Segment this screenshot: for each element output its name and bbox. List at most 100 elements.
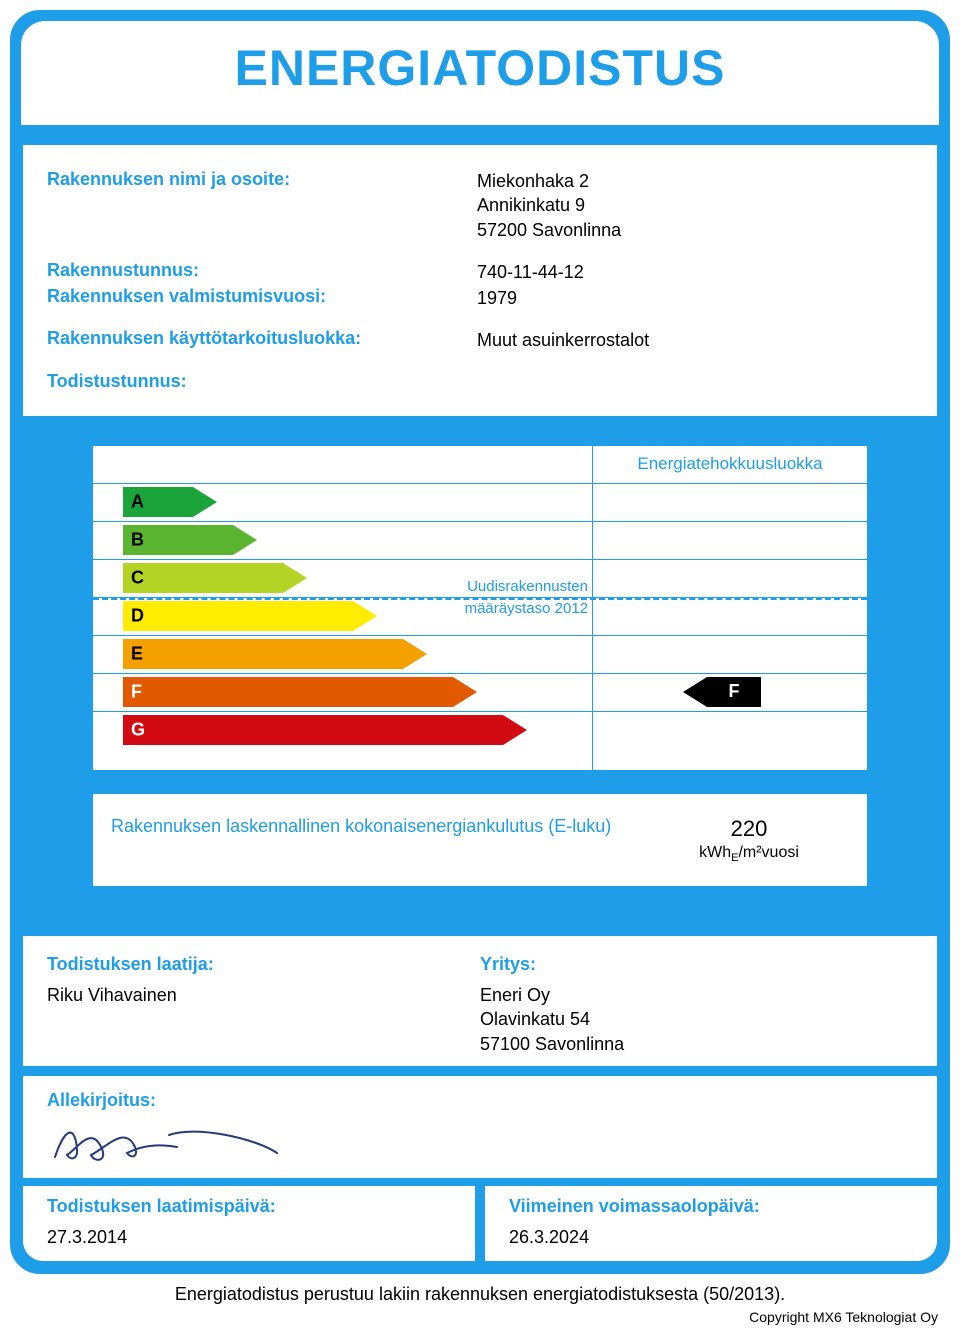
arrow-body xyxy=(123,677,453,707)
company-street: Olavinkatu 54 xyxy=(480,1007,913,1031)
info-group-address: Rakennuksen nimi ja osoite: Miekonhaka 2… xyxy=(47,169,913,242)
label-signature: Allekirjoitus: xyxy=(47,1090,913,1111)
energy-class-chart: Energiatehokkuusluokka AB CUudisrakennust… xyxy=(93,446,867,770)
chart-footer-right xyxy=(593,750,867,770)
energy-bar-f: F xyxy=(123,677,477,707)
chart-cell-left: A xyxy=(93,484,593,521)
arrow-head-icon xyxy=(233,525,257,555)
chart-footer-left xyxy=(93,750,593,770)
company-city: 57100 Savonlinna xyxy=(480,1032,913,1056)
label-year: Rakennuksen valmistumisvuosi: xyxy=(47,286,477,310)
arrow-head-icon xyxy=(453,677,477,707)
label-usage: Rakennuksen käyttötarkoitusluokka: xyxy=(47,328,477,352)
building-street: Annikinkatu 9 xyxy=(477,193,621,217)
label-cert-id: Todistustunnus: xyxy=(47,371,477,392)
e-value-unit: kWhE/m²vuosi xyxy=(649,844,849,864)
title-block: ENERGIATODISTUS xyxy=(21,21,939,125)
chart-cell-right xyxy=(593,522,867,559)
chart-cell-left: B xyxy=(93,522,593,559)
chart-area: Energiatehokkuusluokka AB CUudisrakennust… xyxy=(15,416,945,916)
chart-cell-left: E xyxy=(93,636,593,673)
chart-cell-left: Dmääräystaso 2012 xyxy=(93,598,593,635)
signature-box: Allekirjoitus: xyxy=(23,1076,937,1178)
arrow-head-icon xyxy=(503,715,527,745)
value-usage: Muut asuinkerrostalot xyxy=(477,328,649,352)
valid-date: 26.3.2024 xyxy=(509,1225,913,1249)
chart-footer-row xyxy=(93,750,867,770)
e-value-box: Rakennuksen laskennallinen kokonaisenerg… xyxy=(93,794,867,886)
company-block: Eneri Oy Olavinkatu 54 57100 Savonlinna xyxy=(480,983,913,1056)
label-created-date: Todistuksen laatimispäivä: xyxy=(47,1196,451,1217)
value-year: 1979 xyxy=(477,286,517,310)
date-box-created: Todistuksen laatimispäivä: 27.3.2014 xyxy=(23,1186,475,1261)
chart-row-c: CUudisrakennusten xyxy=(93,560,867,598)
energy-bar-a: A xyxy=(123,487,217,517)
unit-prefix: kWh xyxy=(699,844,731,861)
arrow-head-icon xyxy=(403,639,427,669)
dates-row: Todistuksen laatimispäivä: 27.3.2014 Vii… xyxy=(23,1186,937,1261)
building-info-box: Rakennuksen nimi ja osoite: Miekonhaka 2… xyxy=(23,145,937,416)
energy-class-label: E xyxy=(131,643,143,664)
chart-row-e: E xyxy=(93,636,867,674)
chart-cell-left: G xyxy=(93,712,593,750)
copyright-text: Copyright MX6 Teknologiat Oy xyxy=(10,1309,950,1325)
energy-bar-g: G xyxy=(123,715,527,745)
issuer-company-col: Yritys: Eneri Oy Olavinkatu 54 57100 Sav… xyxy=(480,954,913,1056)
unit-suffix: /m²vuosi xyxy=(738,844,798,861)
arrow-head-icon xyxy=(283,563,307,593)
chart-header-left xyxy=(93,446,593,483)
energy-bar-c: C xyxy=(123,563,307,593)
created-date: 27.3.2014 xyxy=(47,1225,451,1249)
building-name: Miekonhaka 2 xyxy=(477,169,621,193)
date-box-valid: Viimeinen voimassaolopäivä: 26.3.2024 xyxy=(485,1186,937,1261)
energy-class-label: D xyxy=(131,605,144,626)
e-value-label: Rakennuksen laskennallinen kokonaisenerg… xyxy=(111,816,649,864)
info-group-usage: Rakennuksen käyttötarkoitusluokka: Muut … xyxy=(47,328,913,352)
chart-cell-right xyxy=(593,598,867,635)
certificate-frame: ENERGIATODISTUS Rakennuksen nimi ja osoi… xyxy=(10,10,950,1274)
value-address: Miekonhaka 2 Annikinkatu 9 57200 Savonli… xyxy=(477,169,621,242)
chart-row-g: G xyxy=(93,712,867,750)
energy-class-label: A xyxy=(131,491,144,512)
pointer-head-icon xyxy=(683,677,707,707)
chart-cell-left: CUudisrakennusten xyxy=(93,560,593,597)
label-author: Todistuksen laatija: xyxy=(47,954,480,975)
footer-note: Energiatodistus perustuu lakiin rakennuk… xyxy=(10,1284,950,1305)
arrow-head-icon xyxy=(193,487,217,517)
chart-row-a: A xyxy=(93,484,867,522)
chart-cell-right xyxy=(593,484,867,521)
arrow-body xyxy=(123,601,353,631)
chart-cell-right: F xyxy=(593,674,867,711)
energy-bar-d: D xyxy=(123,601,377,631)
chart-row-b: B xyxy=(93,522,867,560)
chart-row-f: FF xyxy=(93,674,867,712)
company-name: Eneri Oy xyxy=(480,983,913,1007)
label-building-id: Rakennustunnus: xyxy=(47,260,477,284)
chart-cell-right xyxy=(593,560,867,597)
arrow-body xyxy=(123,639,403,669)
document-title: ENERGIATODISTUS xyxy=(21,39,939,97)
label-valid-date: Viimeinen voimassaolopäivä: xyxy=(509,1196,913,1217)
e-value-block: 220 kWhE/m²vuosi xyxy=(649,816,849,864)
building-city: 57200 Savonlinna xyxy=(477,218,621,242)
info-group-id-year: Rakennustunnus: 740-11-44-12 Rakennuksen… xyxy=(47,260,913,311)
value-building-id: 740-11-44-12 xyxy=(477,260,584,284)
energy-class-label: C xyxy=(131,567,144,588)
e-value-number: 220 xyxy=(649,816,849,842)
chart-cell-right xyxy=(593,636,867,673)
energy-class-label: B xyxy=(131,529,144,550)
arrow-head-icon xyxy=(353,601,377,631)
energy-bar-e: E xyxy=(123,639,427,669)
author-name: Riku Vihavainen xyxy=(47,983,480,1007)
chart-cell-right xyxy=(593,712,867,750)
label-name-addr: Rakennuksen nimi ja osoite: xyxy=(47,169,477,242)
energy-class-label: G xyxy=(131,719,145,740)
chart-cell-left: F xyxy=(93,674,593,711)
result-pointer: F xyxy=(683,677,761,707)
energy-bar-b: B xyxy=(123,525,257,555)
arrow-body xyxy=(123,563,283,593)
energy-class-label: F xyxy=(131,681,142,702)
chart-row-d: Dmääräystaso 2012 xyxy=(93,598,867,636)
issuer-author-col: Todistuksen laatija: Riku Vihavainen xyxy=(47,954,480,1056)
chart-header-right: Energiatehokkuusluokka xyxy=(593,446,867,483)
